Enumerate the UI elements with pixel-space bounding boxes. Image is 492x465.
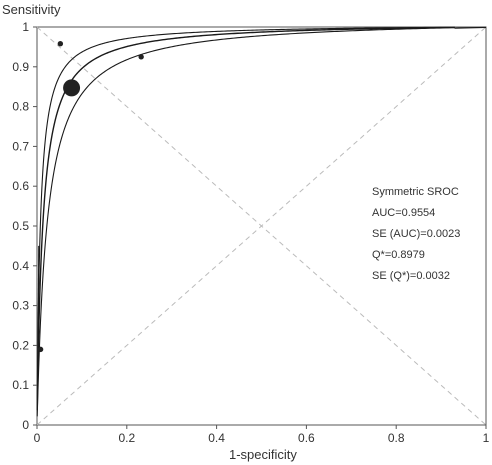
y-tick-label: 1 [22,20,29,34]
x-tick-label: 0.4 [208,431,225,445]
y-tick-label: 0.5 [12,219,29,233]
annotation-line: SE (AUC)=0.0023 [372,228,460,240]
y-axis-ticks: 0 0.1 0.2 0.3 0.4 0.5 0.6 0.7 0.8 0.9 1 [12,20,37,432]
y-tick-label: 0.9 [12,60,29,74]
annotation-line: AUC=0.9554 [372,207,435,219]
x-tick-label: 0 [34,431,41,445]
y-tick-label: 0.7 [12,139,29,153]
y-tick-label: 0.8 [12,100,29,114]
sroc-tail-top [454,26,487,29]
anti-diagonal-line [36,26,487,426]
sroc-tail [37,245,40,386]
y-tick-label: 0.6 [12,179,29,193]
x-tick-label: 1 [483,431,490,445]
study-point [57,41,64,47]
y-tick-label: 0.1 [12,378,29,392]
annotation-line: Symmetric SROC [372,186,459,198]
x-tick-label: 0.2 [118,431,135,445]
y-tick-label: 0.3 [12,299,29,313]
study-point [37,346,44,353]
y-axis-title: Sensitivity [2,2,61,17]
study-points [37,41,144,353]
sroc-lower-band [36,27,455,417]
annotation-line: Q*=0.8979 [372,249,425,261]
annotation-line: SE (Q*)=0.0032 [372,270,450,282]
annotation-box: Symmetric SROC AUC=0.9554 SE (AUC)=0.0023 Q… [372,186,460,282]
x-tick-label: 0.6 [298,431,315,445]
grid-lines [36,26,487,426]
y-tick-label: 0 [22,418,29,432]
sroc-curve [36,26,455,411]
study-point [138,54,144,60]
study-point [63,79,81,97]
x-axis-ticks: 0 0.2 0.4 0.6 0.8 1 [34,425,490,445]
x-tick-label: 0.8 [388,431,405,445]
x-axis-title: 1-specificity [229,447,297,462]
y-tick-label: 0.2 [12,338,29,352]
sroc-upper-band [36,26,455,401]
sroc-curves [36,26,487,417]
y-tick-label: 0.4 [12,259,29,273]
